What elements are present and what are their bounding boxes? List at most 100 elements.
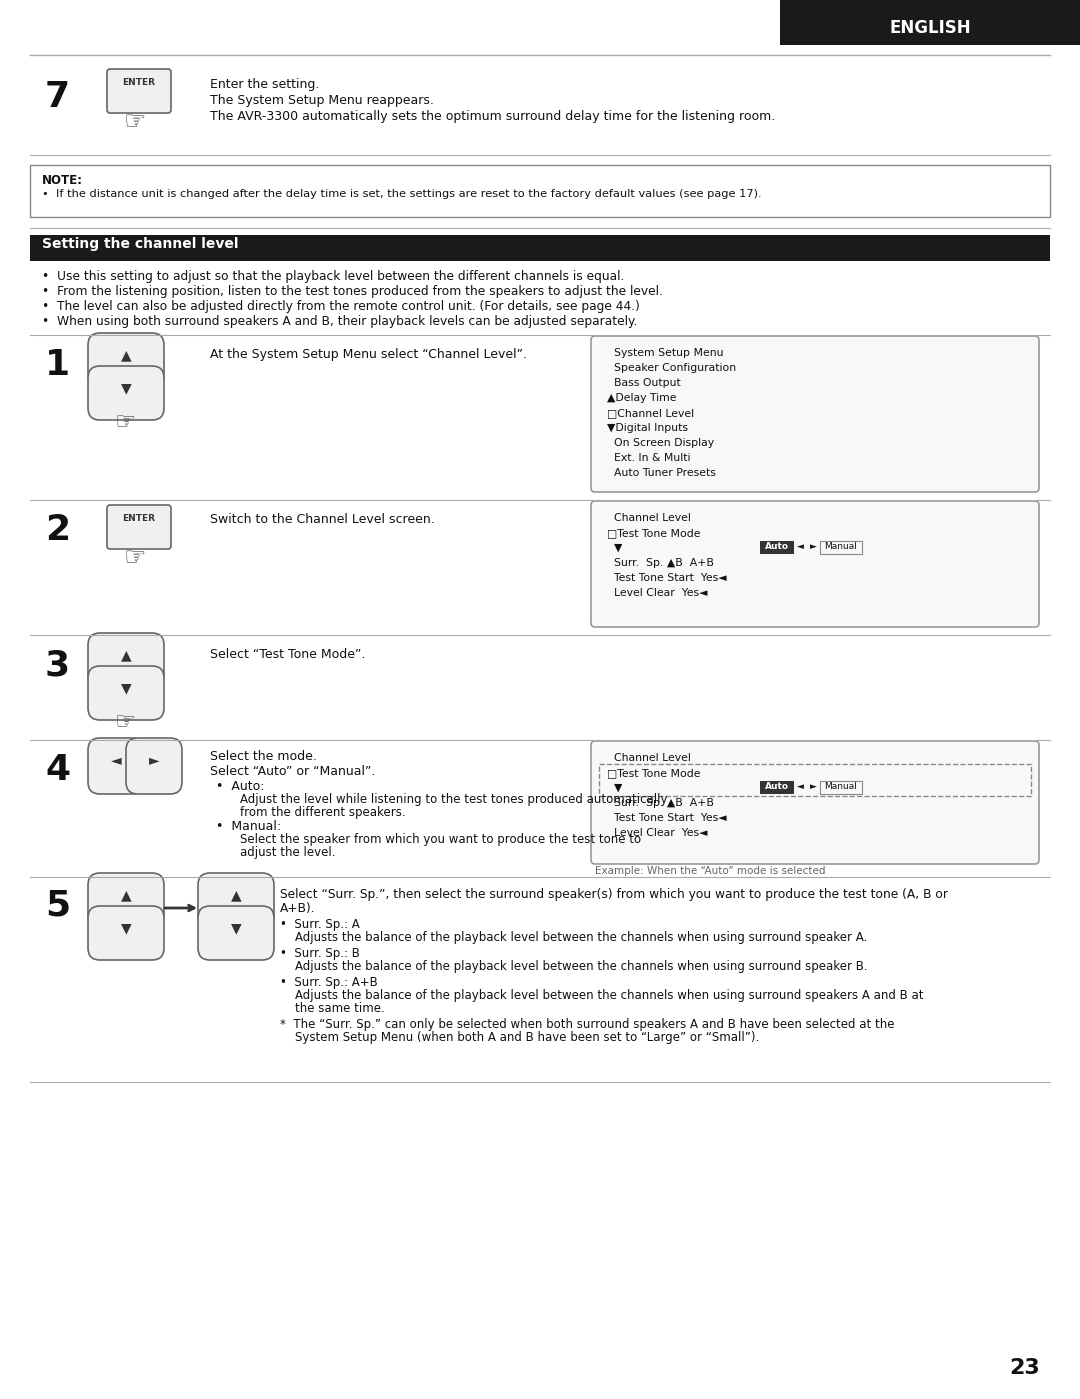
Text: Auto: Auto [765, 541, 789, 551]
Text: On Screen Display: On Screen Display [607, 438, 714, 448]
FancyBboxPatch shape [198, 907, 274, 960]
Text: Channel Level: Channel Level [607, 753, 691, 762]
Text: 4: 4 [45, 753, 70, 788]
Text: 23: 23 [1009, 1358, 1040, 1378]
Bar [820, 781, 862, 795]
Text: Surr.  Sp. ▲B  A+B: Surr. Sp. ▲B A+B [607, 558, 714, 568]
Text: NOTE:: NOTE: [42, 173, 83, 187]
FancyBboxPatch shape [87, 907, 164, 960]
Text: Auto: Auto [765, 782, 789, 790]
Text: ▼: ▼ [121, 681, 132, 695]
Text: •  Manual:: • Manual: [216, 820, 281, 832]
Text: •  When using both surround speakers A and B, their playback levels can be adjus: • When using both surround speakers A an… [42, 315, 637, 327]
Bar [599, 764, 1031, 796]
Text: ▲: ▲ [231, 888, 241, 902]
Text: Adjusts the balance of the playback level between the channels when using surrou: Adjusts the balance of the playback leve… [295, 960, 867, 972]
Text: System Setup Menu (when both A and B have been set to “Large” or “Small”).: System Setup Menu (when both A and B hav… [295, 1031, 759, 1044]
Text: 2: 2 [45, 513, 70, 547]
Text: ◄: ◄ [797, 782, 804, 790]
Text: Select “Surr. Sp.”, then select the surround speaker(s) from which you want to p: Select “Surr. Sp.”, then select the surr… [280, 888, 948, 901]
Text: Bass Output: Bass Output [607, 378, 680, 388]
Bar [30, 235, 1050, 262]
Text: Select the speaker from which you want to produce the test tone to: Select the speaker from which you want t… [240, 832, 642, 846]
Text: Select “Test Tone Mode”.: Select “Test Tone Mode”. [210, 648, 365, 660]
Text: Adjust the level while listening to the test tones produced automatically: Adjust the level while listening to the … [240, 793, 667, 806]
Text: •  Surr. Sp.: B: • Surr. Sp.: B [280, 947, 360, 960]
Text: ◄: ◄ [797, 541, 804, 551]
Text: ☞: ☞ [124, 111, 146, 134]
Text: ►: ► [810, 541, 816, 551]
Text: ▼: ▼ [121, 381, 132, 395]
Text: Level Clear  Yes◄: Level Clear Yes◄ [607, 828, 707, 838]
Text: •  Surr. Sp.: A: • Surr. Sp.: A [280, 918, 360, 930]
Text: ▼: ▼ [121, 921, 132, 935]
Text: Adjusts the balance of the playback level between the channels when using surrou: Adjusts the balance of the playback leve… [295, 930, 867, 944]
Text: ▼Digital Inputs: ▼Digital Inputs [607, 422, 688, 434]
Text: adjust the level.: adjust the level. [240, 846, 336, 859]
Text: The AVR-3300 automatically sets the optimum surround delay time for the listenin: The AVR-3300 automatically sets the opti… [210, 111, 775, 123]
Text: Manual: Manual [824, 782, 858, 790]
Text: ENTER: ENTER [122, 78, 156, 87]
FancyBboxPatch shape [198, 873, 274, 928]
Text: Select the mode.: Select the mode. [210, 750, 316, 762]
Text: •  Surr. Sp.: A+B: • Surr. Sp.: A+B [280, 977, 378, 989]
Text: The System Setup Menu reappears.: The System Setup Menu reappears. [210, 94, 434, 106]
Text: ▲: ▲ [121, 348, 132, 362]
FancyBboxPatch shape [87, 632, 164, 687]
Text: Switch to the Channel Level screen.: Switch to the Channel Level screen. [210, 513, 435, 526]
Text: ▼: ▼ [607, 543, 622, 553]
Text: •  Auto:: • Auto: [216, 781, 265, 793]
Text: 5: 5 [45, 888, 70, 922]
Text: ◄: ◄ [110, 753, 121, 767]
Text: Ext. In & Multi: Ext. In & Multi [607, 453, 690, 463]
FancyBboxPatch shape [87, 739, 144, 795]
Text: •  If the distance unit is changed after the delay time is set, the settings are: • If the distance unit is changed after … [42, 189, 761, 199]
Text: ENTER: ENTER [122, 513, 156, 523]
Bar [760, 781, 794, 795]
Text: A+B).: A+B). [280, 902, 315, 915]
Text: ▲Delay Time: ▲Delay Time [607, 393, 676, 403]
Text: Surr.  Sp. ▲B  A+B: Surr. Sp. ▲B A+B [607, 797, 714, 809]
FancyBboxPatch shape [87, 873, 164, 928]
Text: Test Tone Start  Yes◄: Test Tone Start Yes◄ [607, 574, 727, 583]
Text: •  The level can also be adjusted directly from the remote control unit. (For de: • The level can also be adjusted directl… [42, 299, 639, 313]
Text: Example: When the “Auto” mode is selected: Example: When the “Auto” mode is selecte… [595, 866, 825, 876]
Text: ▼: ▼ [607, 783, 622, 793]
Text: ▲: ▲ [121, 648, 132, 662]
Text: ▲: ▲ [121, 888, 132, 902]
Text: *  The “Surr. Sp.” can only be selected when both surround speakers A and B have: * The “Surr. Sp.” can only be selected w… [280, 1018, 894, 1031]
FancyBboxPatch shape [87, 367, 164, 420]
FancyBboxPatch shape [591, 336, 1039, 492]
Text: ☞: ☞ [116, 711, 136, 734]
FancyBboxPatch shape [126, 739, 183, 795]
Text: ►: ► [810, 782, 816, 790]
FancyBboxPatch shape [107, 505, 171, 548]
Text: ▼: ▼ [231, 921, 241, 935]
Text: Setting the channel level: Setting the channel level [42, 236, 239, 250]
Text: ☞: ☞ [124, 546, 146, 569]
Text: Enter the setting.: Enter the setting. [210, 78, 320, 91]
Text: ENGLISH: ENGLISH [889, 20, 971, 36]
Text: 3: 3 [45, 648, 70, 681]
Text: Channel Level: Channel Level [607, 513, 691, 523]
Bar [760, 541, 794, 554]
Text: from the different speakers.: from the different speakers. [240, 806, 406, 818]
Text: □Test Tone Mode: □Test Tone Mode [607, 768, 701, 778]
FancyBboxPatch shape [107, 69, 171, 113]
Text: Speaker Configuration: Speaker Configuration [607, 362, 737, 374]
FancyBboxPatch shape [87, 666, 164, 720]
Text: Test Tone Start  Yes◄: Test Tone Start Yes◄ [607, 813, 727, 823]
Text: 7: 7 [45, 80, 70, 113]
Bar [820, 541, 862, 554]
Bar [30, 165, 1050, 217]
Text: the same time.: the same time. [295, 1002, 384, 1016]
Text: □Test Tone Mode: □Test Tone Mode [607, 527, 701, 539]
Text: •  Use this setting to adjust so that the playback level between the different c: • Use this setting to adjust so that the… [42, 270, 624, 283]
Text: At the System Setup Menu select “Channel Level”.: At the System Setup Menu select “Channel… [210, 348, 527, 361]
Text: 1: 1 [45, 348, 70, 382]
Bar [780, 0, 1080, 45]
Text: □Channel Level: □Channel Level [607, 409, 694, 418]
Text: Auto Tuner Presets: Auto Tuner Presets [607, 469, 716, 478]
FancyBboxPatch shape [591, 501, 1039, 627]
Text: Manual: Manual [824, 541, 858, 551]
